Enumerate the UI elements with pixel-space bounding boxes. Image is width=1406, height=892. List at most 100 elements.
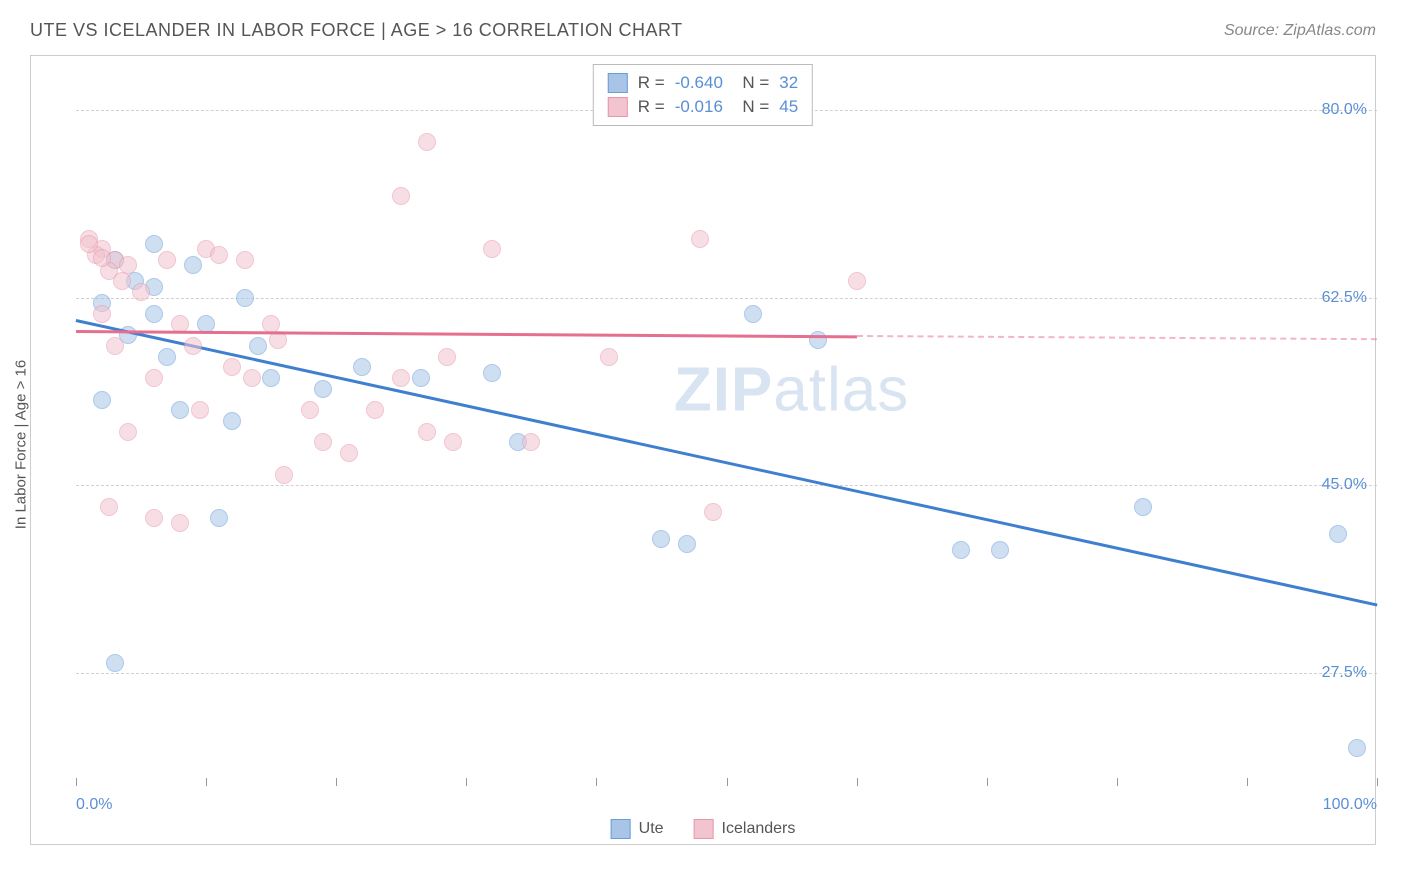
data-point <box>223 358 241 376</box>
gridline <box>76 298 1377 299</box>
data-point <box>444 433 462 451</box>
r-value: -0.016 <box>675 97 723 117</box>
x-tick <box>336 778 337 786</box>
data-point <box>314 433 332 451</box>
data-point <box>314 380 332 398</box>
data-point <box>848 272 866 290</box>
x-tick-label: 0.0% <box>76 796 112 814</box>
legend-label: Ute <box>639 820 664 838</box>
r-label: R = <box>638 97 665 117</box>
x-tick <box>1117 778 1118 786</box>
data-point <box>275 466 293 484</box>
data-point <box>236 251 254 269</box>
legend-item: Icelanders <box>694 819 796 839</box>
data-point <box>301 401 319 419</box>
plot-area: ZIPatlas 27.5%45.0%62.5%80.0%0.0%100.0% <box>76 56 1377 816</box>
legend-swatch <box>608 73 628 93</box>
n-value: 45 <box>779 97 798 117</box>
r-label: R = <box>638 73 665 93</box>
data-point <box>522 433 540 451</box>
legend-swatch <box>694 819 714 839</box>
x-tick <box>1377 778 1378 786</box>
gridline <box>76 485 1377 486</box>
x-tick <box>857 778 858 786</box>
data-point <box>952 541 970 559</box>
data-point <box>184 256 202 274</box>
data-point <box>243 369 261 387</box>
gridline <box>76 673 1377 674</box>
data-point <box>113 272 131 290</box>
data-point <box>438 348 456 366</box>
y-axis-label: In Labor Force | Age > 16 <box>13 360 30 529</box>
legend-item: Ute <box>611 819 664 839</box>
data-point <box>93 249 111 267</box>
legend-swatch <box>611 819 631 839</box>
x-tick <box>987 778 988 786</box>
data-point <box>678 535 696 553</box>
trendline <box>76 319 1378 606</box>
data-point <box>704 503 722 521</box>
x-tick <box>1247 778 1248 786</box>
n-label: N = <box>733 97 769 117</box>
data-point <box>249 337 267 355</box>
data-point <box>392 369 410 387</box>
data-point <box>652 530 670 548</box>
source-label: Source: ZipAtlas.com <box>1224 22 1376 40</box>
data-point <box>171 514 189 532</box>
data-point <box>1134 498 1152 516</box>
data-point <box>145 235 163 253</box>
data-point <box>106 337 124 355</box>
series-legend: Ute Icelanders <box>611 819 796 839</box>
data-point <box>132 283 150 301</box>
data-point <box>145 305 163 323</box>
data-point <box>184 337 202 355</box>
x-tick-label: 100.0% <box>1323 796 1377 814</box>
data-point <box>145 369 163 387</box>
x-tick <box>76 778 77 786</box>
data-point <box>600 348 618 366</box>
data-point <box>191 401 209 419</box>
data-point <box>392 187 410 205</box>
data-point <box>483 364 501 382</box>
data-point <box>691 230 709 248</box>
data-point <box>171 401 189 419</box>
correlation-row: R = -0.640 N = 32 <box>608 71 798 95</box>
data-point <box>158 348 176 366</box>
data-point <box>119 423 137 441</box>
data-point <box>93 391 111 409</box>
data-point <box>340 444 358 462</box>
data-point <box>366 401 384 419</box>
correlation-legend: R = -0.640 N = 32R = -0.016 N = 45 <box>593 64 813 126</box>
data-point <box>210 246 228 264</box>
data-point <box>269 331 287 349</box>
y-tick-label: 80.0% <box>1322 101 1367 119</box>
data-point <box>100 498 118 516</box>
data-point <box>418 423 436 441</box>
data-point <box>744 305 762 323</box>
data-point <box>223 412 241 430</box>
data-point <box>412 369 430 387</box>
x-tick <box>727 778 728 786</box>
data-point <box>236 289 254 307</box>
data-point <box>353 358 371 376</box>
chart-container: In Labor Force | Age > 16 ZIPatlas 27.5%… <box>30 55 1376 845</box>
r-value: -0.640 <box>675 73 723 93</box>
data-point <box>418 133 436 151</box>
legend-label: Icelanders <box>722 820 796 838</box>
data-point <box>210 509 228 527</box>
n-value: 32 <box>779 73 798 93</box>
data-point <box>145 509 163 527</box>
data-point <box>93 305 111 323</box>
data-point <box>483 240 501 258</box>
x-tick <box>206 778 207 786</box>
data-point <box>262 369 280 387</box>
y-tick-label: 27.5% <box>1322 664 1367 682</box>
data-point <box>106 654 124 672</box>
x-tick <box>596 778 597 786</box>
y-tick-label: 62.5% <box>1322 289 1367 307</box>
data-point <box>991 541 1009 559</box>
chart-title: UTE VS ICELANDER IN LABOR FORCE | AGE > … <box>30 20 683 41</box>
correlation-row: R = -0.016 N = 45 <box>608 95 798 119</box>
data-point <box>158 251 176 269</box>
n-label: N = <box>733 73 769 93</box>
